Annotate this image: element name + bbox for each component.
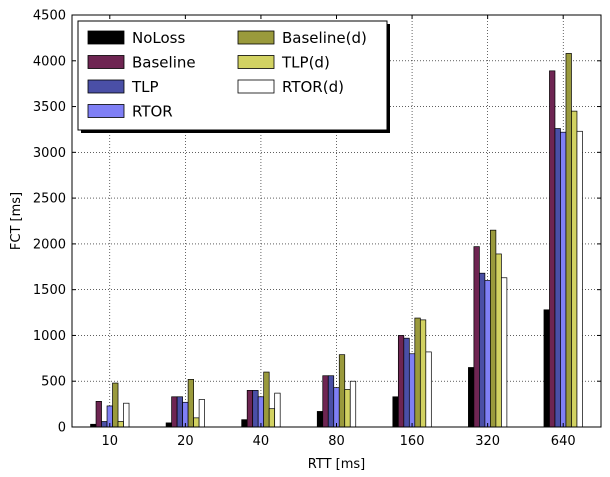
bar-noloss-320 [468, 367, 475, 428]
bar-tlp-10 [101, 421, 108, 428]
bar-noloss-40 [241, 419, 248, 428]
legend-swatch [237, 30, 275, 45]
bar-rtord-640 [576, 130, 583, 428]
bar-baseline-10 [95, 401, 102, 428]
y-tick-label: 4000 [33, 54, 66, 69]
bar-tlpd-320 [495, 253, 502, 428]
bar-baseline-40 [246, 390, 254, 428]
bar-rtor-160 [408, 353, 416, 428]
bar-rtord-80 [349, 380, 357, 428]
x-tick-label: 160 [400, 434, 425, 449]
y-axis-label: FCT [ms] [9, 192, 24, 250]
x-tick-label: 80 [328, 434, 345, 449]
legend-label: Baseline [132, 54, 196, 72]
x-tick-label: 20 [177, 434, 194, 449]
bar-rtord-10 [123, 402, 130, 428]
legend-label: NoLoss [132, 29, 185, 47]
bar-rtord-20 [198, 399, 205, 428]
legend-swatch [87, 79, 125, 94]
bar-rtor-40 [257, 396, 265, 428]
legend-box [77, 20, 388, 131]
legend-swatch [237, 55, 275, 69]
bar-baselined-80 [338, 354, 346, 428]
bar-tlp-640 [554, 128, 561, 428]
bar-baseline-80 [322, 375, 329, 428]
legend-label: TLP(d) [281, 54, 330, 72]
legend-swatch [237, 79, 275, 94]
bar-rtor-320 [484, 280, 491, 428]
bar-noloss-640 [543, 309, 550, 428]
legend-label: RTOR [132, 103, 173, 121]
legend: NoLoss Baseline TLP RTOR Baseline(d) TLP(d) RT… [77, 20, 390, 133]
bars [90, 53, 583, 428]
bar-tlpd-10 [117, 421, 124, 428]
bar-tlpd-160 [419, 319, 427, 428]
y-tick-label: 4500 [33, 9, 66, 24]
y-tick-label: 1500 [33, 283, 66, 298]
y-tick-label: 3000 [33, 146, 66, 161]
ticks: 0 500 1000 1500 2000 2500 3000 3500 4000 4500 10 20… [33, 9, 601, 449]
y-tick-label: 2000 [33, 237, 66, 252]
legend-label: Baseline(d) [282, 29, 367, 47]
bar-baselined-160 [414, 317, 421, 428]
y-tick-label: 2500 [33, 192, 66, 207]
bar-baseline-640 [549, 70, 556, 428]
legend-label: TLP [131, 78, 159, 96]
x-tick-label: 40 [253, 434, 270, 449]
x-tick-label: 10 [102, 434, 119, 449]
bar-noloss-80 [316, 411, 324, 428]
bar-noloss-160 [392, 396, 399, 428]
y-tick-label: 0 [58, 421, 66, 436]
legend-swatch [87, 30, 125, 45]
x-tick-label: 320 [475, 434, 500, 449]
bar-rtor-640 [560, 131, 567, 428]
bar-tlpd-20 [193, 417, 200, 428]
x-tick-label: 640 [551, 434, 576, 449]
bar-tlpd-80 [344, 389, 351, 428]
bar-baselined-10 [112, 382, 119, 428]
bar-tlp-320 [479, 272, 486, 428]
y-tick-label: 3500 [33, 100, 66, 115]
bar-baseline-320 [473, 246, 480, 428]
x-axis-label: RTT [ms] [308, 457, 365, 472]
bar-tlp-20 [176, 396, 183, 428]
bar-baselined-20 [187, 379, 194, 428]
bar-baselined-640 [565, 53, 572, 428]
legend-swatch [87, 55, 125, 69]
y-tick-label: 500 [41, 375, 66, 390]
bar-baseline-160 [397, 335, 405, 428]
legend-label: RTOR(d) [282, 78, 344, 96]
bar-rtord-40 [274, 392, 281, 428]
bar-baselined-40 [263, 371, 270, 428]
bar-rtord-320 [501, 277, 508, 428]
y-tick-label: 1000 [33, 329, 66, 344]
legend-swatch [87, 104, 125, 118]
bar-tlp-80 [327, 375, 335, 428]
bar-rtor-80 [333, 387, 340, 428]
bar-tlpd-640 [571, 110, 578, 428]
bar-noloss-20 [165, 422, 172, 428]
bar-tlpd-40 [268, 408, 276, 428]
bar-baseline-20 [171, 396, 178, 428]
bar-baselined-320 [490, 229, 497, 428]
bar-tlp-160 [403, 337, 410, 428]
bar-rtord-160 [425, 351, 432, 428]
bar-tlp-40 [252, 390, 259, 428]
